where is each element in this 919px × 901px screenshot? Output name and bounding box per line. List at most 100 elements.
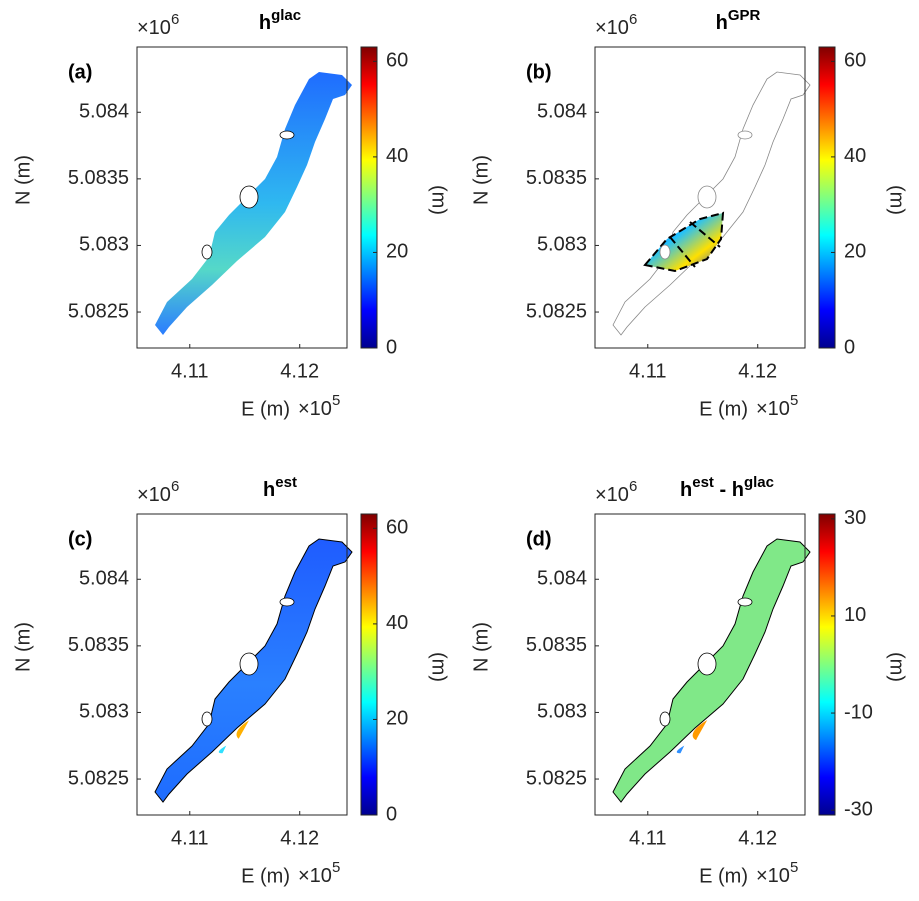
colorbar-tick-label: 10 [844, 604, 866, 626]
x-multiplier: ×105 [756, 859, 798, 887]
y-multiplier: ×106 [137, 478, 179, 506]
glacier-outline [612, 71, 811, 336]
nunatak [279, 597, 295, 607]
y-tick-label: 5.0825 [68, 300, 129, 322]
y-tick-label: 5.084 [537, 101, 587, 123]
axes-box [136, 46, 348, 349]
axes-box [136, 513, 348, 816]
colorbar-tick-label: 40 [844, 145, 866, 167]
x-tick-label: 4.11 [629, 360, 666, 382]
colorbar-tick-label: 0 [844, 336, 855, 358]
y-tick-label: 5.083 [79, 234, 129, 256]
multiplier-exponent: 6 [171, 11, 179, 28]
gpr-track [689, 221, 721, 248]
multiplier-base: ×10 [137, 484, 171, 506]
nunatak [697, 185, 717, 209]
title-text: h [263, 479, 275, 501]
multiplier-exponent: 6 [629, 11, 637, 28]
multiplier-exponent: 5 [790, 859, 798, 876]
title-sup: GPR [728, 7, 761, 24]
colorbar-tick-label: 0 [386, 803, 397, 825]
field-anomaly [222, 752, 242, 766]
colorbar-tick-label: -10 [844, 701, 873, 723]
y-multiplier: ×106 [137, 11, 179, 39]
x-multiplier: ×105 [756, 392, 798, 420]
gpr-track [669, 236, 696, 268]
nunatak [239, 652, 259, 676]
colorbar-tick-label: 30 [844, 507, 866, 529]
panel-label: (a) [68, 61, 92, 83]
multiplier-base: ×10 [756, 865, 790, 887]
colorbar [360, 513, 378, 816]
multiplier-base: ×10 [137, 17, 171, 39]
title-sup: glac [271, 7, 301, 24]
y-tick-label: 5.0825 [526, 300, 587, 322]
x-tick-label: 4.11 [629, 827, 666, 849]
field-anomaly [680, 752, 700, 766]
title-text: h [716, 12, 728, 34]
x-axis-label: E (m) [699, 398, 748, 420]
x-multiplier: ×105 [298, 859, 340, 887]
x-axis-label: E (m) [241, 398, 290, 420]
colorbar-tick-label: 60 [844, 50, 866, 72]
nunatak [659, 711, 671, 727]
y-tick-label: 5.084 [79, 101, 129, 123]
panel-title: hglac [259, 7, 301, 34]
x-tick-label: 4.11 [171, 827, 208, 849]
title-text: h [259, 12, 271, 34]
axes-box [594, 46, 806, 349]
x-axis-label: E (m) [699, 865, 748, 887]
multiplier-base: ×10 [595, 17, 629, 39]
x-axis-label: E (m) [241, 865, 290, 887]
nunatak [239, 185, 259, 209]
y-tick-label: 5.0825 [526, 767, 587, 789]
y-axis-label: N (m) [12, 155, 34, 205]
multiplier-base: ×10 [298, 398, 332, 420]
y-axis-label: N (m) [470, 622, 492, 672]
title-sup: glac [744, 474, 774, 491]
panel-label: (c) [68, 528, 92, 550]
panel: 4.11 4.12 5.0825 5.083 5.0835 5.084 E (m) ×105 ×… [470, 7, 907, 420]
y-tick-label: 5.0835 [68, 167, 129, 189]
field-anomaly [730, 697, 760, 711]
colorbar-tick-label: 40 [386, 145, 408, 167]
nunatak [737, 130, 753, 140]
axes-box [594, 513, 806, 816]
title-text: h [680, 479, 692, 501]
panel-label: (d) [526, 528, 552, 550]
y-tick-label: 5.0825 [68, 767, 129, 789]
multiplier-exponent: 5 [332, 859, 340, 876]
y-multiplier: ×106 [595, 11, 637, 39]
colorbar [818, 46, 836, 349]
x-tick-label: 4.12 [280, 827, 319, 849]
panel-label: (b) [526, 61, 552, 83]
panel-title: hest - hglac [680, 474, 774, 501]
multiplier-exponent: 6 [629, 478, 637, 495]
colorbar-tick-label: 60 [386, 50, 408, 72]
colorbar-label: (m) [428, 185, 450, 215]
title-text: - h [714, 479, 744, 501]
x-tick-label: 4.12 [738, 360, 777, 382]
colorbar-tick-label: 60 [386, 517, 408, 539]
nunatak [201, 244, 213, 260]
nunatak [697, 652, 717, 676]
colorbar-label: (m) [886, 652, 908, 682]
y-tick-label: 5.084 [79, 568, 129, 590]
y-tick-label: 5.0835 [68, 634, 129, 656]
gpr-coverage [643, 211, 725, 273]
colorbar [818, 513, 836, 816]
colorbar-tick-label: -30 [844, 798, 873, 820]
title-sup: est [692, 474, 714, 491]
y-tick-label: 5.083 [537, 234, 587, 256]
nunatak [279, 130, 295, 140]
nunatak [659, 244, 671, 260]
panel-title: hest [263, 474, 297, 501]
y-tick-label: 5.0835 [526, 167, 587, 189]
colorbar-label: (m) [428, 652, 450, 682]
colorbar-tick-label: 20 [386, 708, 408, 730]
multiplier-base: ×10 [298, 865, 332, 887]
colorbar-tick-label: 20 [844, 241, 866, 263]
nunatak [201, 711, 213, 727]
multiplier-exponent: 5 [332, 392, 340, 409]
